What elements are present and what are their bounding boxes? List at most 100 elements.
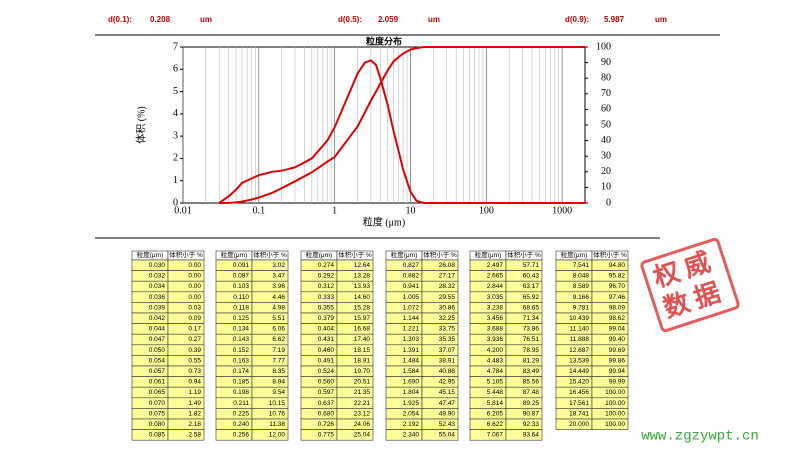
table-cell-text: 0.460 [318, 347, 335, 354]
table-cell-text: 6.06 [272, 326, 285, 333]
table-cell-text: 0.775 [318, 432, 335, 439]
table-cell-text: 0.379 [318, 315, 335, 322]
table-cell-text: 89.25 [523, 400, 540, 407]
table-cell-text: 2.58 [188, 432, 201, 439]
table-cell-text: 7.19 [272, 347, 285, 354]
table-cell-text: 17.561 [569, 400, 589, 407]
y2-tick-label: 70 [601, 88, 611, 99]
table-cell-text: 42.95 [439, 379, 456, 386]
table-cell-text: 21.35 [354, 389, 371, 396]
header-unit: um [428, 15, 440, 24]
table-cell-text: 0.94 [188, 379, 201, 386]
table-cell-text: 6.205 [487, 410, 504, 417]
table-cell-text: 18.741 [569, 410, 589, 417]
table-cell-text: 19.70 [354, 368, 371, 375]
table-cell-text: 18.91 [354, 357, 371, 364]
header-value: 0.208 [150, 15, 171, 24]
table-cell-text: 5.51 [272, 315, 285, 322]
table-cell-text: 27.17 [439, 273, 456, 280]
table-cell-text: 18.15 [354, 347, 371, 354]
table-header: 粒度(μm) [561, 250, 588, 259]
table-cell-text: 6.622 [487, 421, 504, 428]
y2-tick-label: 10 [601, 182, 611, 193]
table-cell-text: 0.00 [188, 283, 201, 290]
table-cell-text: 0.431 [318, 336, 335, 343]
table-cell-text: 93.64 [523, 432, 540, 439]
table-cell-text: 0.163 [233, 357, 250, 364]
table-cell-text: 99.94 [609, 368, 626, 375]
table-cell-text: 37.07 [439, 347, 456, 354]
table-cell-text: 1.144 [403, 315, 420, 322]
table-cell-text: 1.221 [403, 326, 420, 333]
table-header: 体积小于 % [423, 250, 457, 259]
table-cell-text: 3.456 [487, 315, 504, 322]
table-cell-text: 100.00 [605, 421, 625, 428]
stamp: 权威 数据 [640, 237, 740, 333]
table-header: 粒度(μm) [221, 250, 248, 259]
table-cell-text: 0.27 [188, 336, 201, 343]
y-axis-label: 体积 (%) [135, 106, 147, 144]
y2-tick-label: 20 [601, 166, 611, 177]
data-table: 粒度(μm) 体积小于 %0.030 0.00 0.032 0.00 0.034 0.00 0… [131, 250, 205, 441]
table-cell-text: 0.73 [188, 368, 201, 375]
table-cell-text: 13.539 [569, 357, 589, 364]
table-cell-text: 0.404 [318, 326, 335, 333]
table-cell-text: 9.166 [573, 294, 590, 301]
table-cell-text: 92.33 [523, 421, 540, 428]
y-tick-label: 1 [173, 175, 178, 186]
y-tick-label: 2 [173, 153, 178, 164]
table-cell-text: 0.211 [233, 400, 249, 407]
x-tick-label: 100 [479, 205, 494, 216]
table-cell-text: 90.87 [523, 410, 540, 417]
y2-tick-label: 80 [601, 72, 611, 83]
y-tick-label: 7 [173, 41, 178, 52]
table-cell-text: 40.86 [439, 368, 456, 375]
table-cell-text: 97.46 [609, 294, 626, 301]
table-cell-text: 0.09 [188, 315, 201, 322]
data-table: 粒度(μm) 体积小于 %0.274 12.64 0.292 13.28 0.312 13.… [300, 250, 374, 441]
header-value: 5.987 [604, 15, 625, 24]
table-cell-text: 0.097 [233, 273, 250, 280]
x-tick-label: 0.01 [174, 205, 192, 216]
data-table: 粒度(μm) 体积小于 %7.541 94.80 8.048 95.82 8.589 96.… [555, 250, 629, 430]
table-cell-text: 0.274 [318, 262, 335, 269]
table-cell-text: 30.86 [439, 304, 456, 311]
table-cell-text: 1.82 [188, 410, 201, 417]
table-cell-text: 63.17 [523, 283, 540, 290]
table-cell-text: 5.448 [487, 389, 504, 396]
table-cell-text: 0.637 [318, 400, 335, 407]
table-cell-text: 0.054 [149, 357, 166, 364]
table-cell-text: 78.95 [523, 347, 540, 354]
table-cell-text: 0.726 [318, 421, 335, 428]
header-unit: um [200, 15, 212, 24]
table-cell-text: 26.08 [439, 262, 456, 269]
table-cell-text: 68.65 [523, 304, 540, 311]
table-cell-text: 0.03 [188, 304, 201, 311]
table-cell-text: 0.050 [149, 347, 166, 354]
table-cell-text: 0.491 [318, 357, 335, 364]
table-cell-text: 5.105 [487, 379, 504, 386]
data-table: 粒度(μm) 体积小于 %0.827 26.08 0.882 27.17 0.941 28.… [385, 250, 459, 441]
table-cell-text: 0.240 [233, 421, 250, 428]
table-cell-text: 23.12 [354, 410, 371, 417]
table-cell-text: 0.680 [318, 410, 335, 417]
y-tick-label: 3 [173, 130, 178, 141]
table-cell-text: 0.080 [149, 421, 166, 428]
y2-tick-label: 100 [596, 41, 611, 52]
table-cell-text: 0.075 [149, 410, 166, 417]
table-cell-text: 52.43 [439, 421, 456, 428]
table-cell [167, 429, 205, 441]
data-line [218, 59, 585, 204]
table-cell-text: 8.048 [573, 273, 590, 280]
table-cell-text: 12.687 [569, 347, 589, 354]
table-cell-text: 57.71 [523, 262, 540, 269]
chart-title: 粒度分布 [366, 35, 402, 46]
table-cell-text: 1.584 [403, 368, 420, 375]
x-tick-label: 10 [406, 205, 416, 216]
table-cell-text: 85.56 [523, 379, 540, 386]
table-header: 粒度(μm) [391, 250, 418, 259]
table-cell-text: 8.94 [272, 379, 285, 386]
table-cell-text: 35.35 [439, 336, 456, 343]
stamp-border [640, 237, 740, 333]
table-cell-text: 3.96 [272, 283, 285, 290]
